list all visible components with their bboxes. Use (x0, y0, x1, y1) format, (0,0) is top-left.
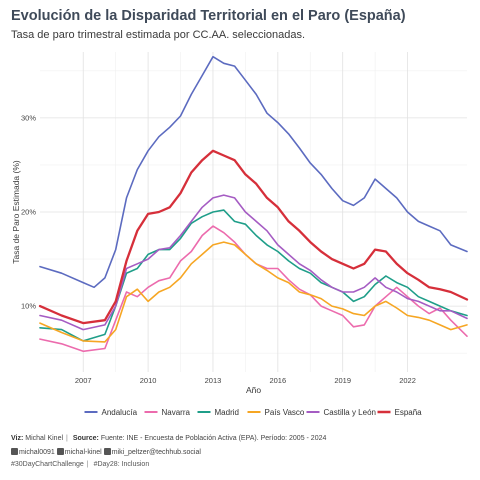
series-line-andaluc-a (39, 55, 468, 289)
y-tick-label: 10% (21, 302, 36, 311)
x-tick-label: 2007 (75, 376, 92, 385)
legend-label: Andalucía (102, 408, 138, 417)
x-axis-title: Año (246, 385, 261, 395)
caption-social: michal0091 michal-kinel miki_peltzer@tec… (11, 448, 201, 456)
x-tick-label: 2019 (334, 376, 351, 385)
viz-label: Viz: (11, 435, 24, 442)
twitter-icon (56, 448, 64, 455)
viz-author: Michal Kinel (25, 435, 64, 442)
x-tick-label: 2013 (205, 376, 222, 385)
mastodon-handle[interactable]: miki_peltzer@techhub.social (111, 449, 201, 456)
github-handle[interactable]: michal0091 (19, 449, 55, 456)
series-line-navarra (39, 225, 468, 353)
y-tick-label: 30% (21, 113, 36, 122)
y-axis-title: Tasa de Paro Estimada (%) (11, 160, 21, 264)
chart-title: Evolución de la Disparidad Territorial e… (11, 8, 406, 24)
legend-label: Castilla y León (324, 408, 376, 417)
mastodon-icon (103, 448, 111, 455)
source-text: Fuente: INE - Encuesta de Población Acti… (100, 435, 327, 442)
github-icon (11, 448, 18, 455)
hashtag-challenge[interactable]: #30DayChartChallenge (11, 461, 84, 468)
hashtag-day[interactable]: #Day28: Inclusion (93, 461, 150, 468)
twitter-handle[interactable]: michal-kinel (64, 449, 102, 456)
legend-label: País Vasco (265, 408, 305, 417)
series-line-madrid (39, 209, 468, 342)
caption-credits: Viz: Michal Kinel | Source: Fuente: INE -… (11, 435, 327, 442)
chart-subtitle: Tasa de paro trimestral estimada por CC.… (11, 29, 306, 41)
series-line-espa-a (38, 149, 469, 325)
legend-label: Madrid (215, 408, 239, 417)
source-label: Source: (72, 435, 99, 442)
series-line-pa-s-vasco (39, 241, 468, 343)
legend-label: España (395, 408, 423, 417)
x-tick-label: 2022 (399, 376, 416, 385)
x-tick-label: 2010 (140, 376, 157, 385)
x-tick-label: 2016 (269, 376, 286, 385)
caption-hashtags: #30DayChartChallenge | #Day28: Inclusion (11, 461, 150, 468)
series-line-castilla-y-le-n (39, 194, 468, 331)
legend-label: Navarra (162, 408, 191, 417)
y-tick-label: 20% (21, 208, 36, 217)
